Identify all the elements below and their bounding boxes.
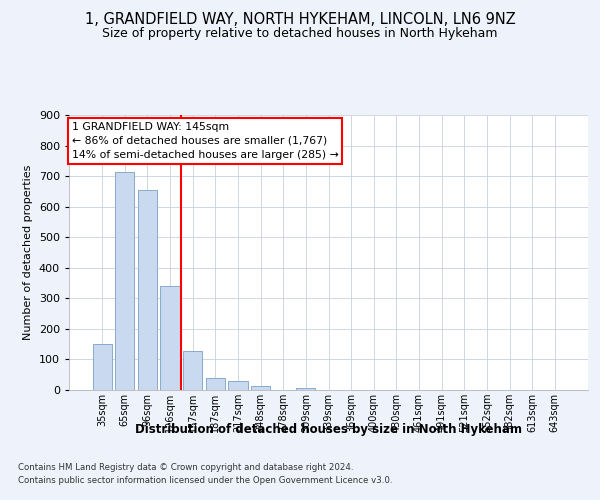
Bar <box>183 351 202 390</box>
Y-axis label: Number of detached properties: Number of detached properties <box>23 165 33 340</box>
Bar <box>160 286 180 390</box>
Bar <box>206 378 225 390</box>
Text: Size of property relative to detached houses in North Hykeham: Size of property relative to detached ho… <box>102 28 498 40</box>
Bar <box>115 172 134 390</box>
Text: 1, GRANDFIELD WAY, NORTH HYKEHAM, LINCOLN, LN6 9NZ: 1, GRANDFIELD WAY, NORTH HYKEHAM, LINCOL… <box>85 12 515 28</box>
Bar <box>138 190 157 390</box>
Bar <box>296 388 316 390</box>
Text: 1 GRANDFIELD WAY: 145sqm
← 86% of detached houses are smaller (1,767)
14% of sem: 1 GRANDFIELD WAY: 145sqm ← 86% of detach… <box>71 122 338 160</box>
Text: Contains public sector information licensed under the Open Government Licence v3: Contains public sector information licen… <box>18 476 392 485</box>
Text: Contains HM Land Registry data © Crown copyright and database right 2024.: Contains HM Land Registry data © Crown c… <box>18 462 353 471</box>
Bar <box>92 344 112 390</box>
Bar <box>229 381 248 390</box>
Text: Distribution of detached houses by size in North Hykeham: Distribution of detached houses by size … <box>136 422 522 436</box>
Bar <box>251 386 270 390</box>
